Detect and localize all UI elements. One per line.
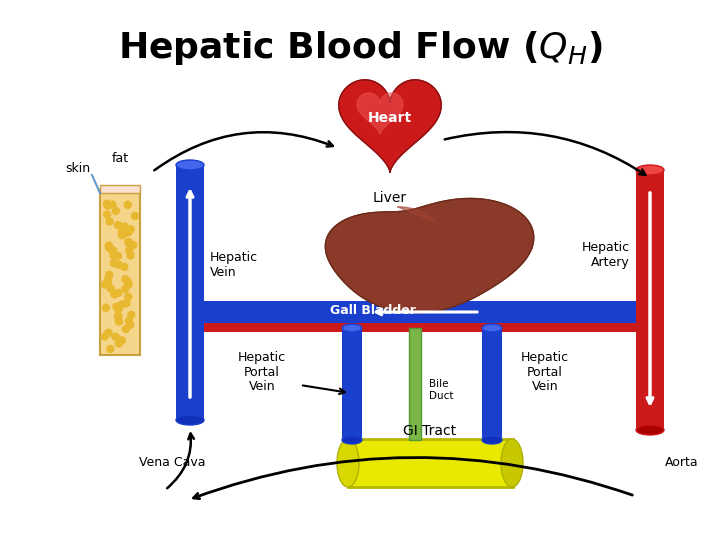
Text: Vena Cava: Vena Cava <box>139 456 205 469</box>
Circle shape <box>115 306 122 313</box>
Circle shape <box>118 229 125 236</box>
Text: Liver: Liver <box>373 191 407 205</box>
Circle shape <box>125 293 132 300</box>
Circle shape <box>122 286 129 293</box>
Circle shape <box>127 252 134 259</box>
Circle shape <box>105 242 112 249</box>
FancyBboxPatch shape <box>409 328 421 440</box>
Ellipse shape <box>482 324 502 332</box>
Circle shape <box>114 313 122 320</box>
Circle shape <box>106 218 113 225</box>
FancyBboxPatch shape <box>100 185 140 193</box>
Text: fat: fat <box>112 152 129 165</box>
FancyBboxPatch shape <box>636 170 664 430</box>
Circle shape <box>114 289 122 296</box>
Ellipse shape <box>636 425 664 435</box>
Circle shape <box>110 247 117 254</box>
FancyBboxPatch shape <box>176 165 204 420</box>
Circle shape <box>125 281 132 288</box>
Circle shape <box>110 252 117 259</box>
Polygon shape <box>325 199 534 313</box>
Circle shape <box>102 305 109 311</box>
Circle shape <box>104 279 112 286</box>
Circle shape <box>118 301 125 308</box>
Ellipse shape <box>342 436 362 444</box>
Text: GI Tract: GI Tract <box>403 424 456 438</box>
Circle shape <box>104 200 110 207</box>
Polygon shape <box>397 207 435 222</box>
Text: Hepatic
Vein: Hepatic Vein <box>210 251 258 279</box>
Circle shape <box>127 226 134 233</box>
Circle shape <box>104 211 111 218</box>
Circle shape <box>105 244 112 251</box>
Circle shape <box>119 232 125 239</box>
Circle shape <box>102 281 109 288</box>
FancyBboxPatch shape <box>482 328 502 440</box>
FancyBboxPatch shape <box>100 190 140 355</box>
FancyBboxPatch shape <box>204 314 636 332</box>
Ellipse shape <box>482 436 502 444</box>
FancyBboxPatch shape <box>204 301 636 323</box>
Circle shape <box>122 276 129 283</box>
Text: skin: skin <box>66 161 91 174</box>
Circle shape <box>124 277 130 284</box>
Circle shape <box>125 201 131 208</box>
Text: Hepatic Blood Flow ($Q_H$): Hepatic Blood Flow ($Q_H$) <box>117 29 603 67</box>
Circle shape <box>122 326 130 333</box>
Circle shape <box>128 242 135 249</box>
Circle shape <box>115 318 122 325</box>
Circle shape <box>125 239 132 246</box>
Circle shape <box>114 252 122 259</box>
Polygon shape <box>339 80 441 172</box>
Circle shape <box>115 316 122 323</box>
Ellipse shape <box>501 439 523 487</box>
Circle shape <box>125 228 132 235</box>
Circle shape <box>123 230 130 237</box>
Circle shape <box>109 201 116 208</box>
Circle shape <box>106 271 112 278</box>
Circle shape <box>126 247 132 254</box>
Circle shape <box>128 312 135 319</box>
Circle shape <box>102 333 108 340</box>
FancyBboxPatch shape <box>342 328 362 440</box>
Circle shape <box>132 213 138 220</box>
Circle shape <box>104 275 112 282</box>
Text: Hepatic
Artery: Hepatic Artery <box>582 241 630 269</box>
Circle shape <box>130 241 137 248</box>
Circle shape <box>111 291 118 298</box>
Ellipse shape <box>636 165 664 175</box>
Circle shape <box>105 329 112 336</box>
Ellipse shape <box>342 324 362 332</box>
Ellipse shape <box>337 439 359 487</box>
Circle shape <box>113 303 120 310</box>
Circle shape <box>114 221 122 228</box>
Circle shape <box>115 261 122 268</box>
Text: Heart: Heart <box>368 111 412 125</box>
Circle shape <box>127 321 133 328</box>
Circle shape <box>121 223 128 230</box>
FancyBboxPatch shape <box>348 439 513 487</box>
Text: Bile
Duct: Bile Duct <box>429 379 454 401</box>
Text: Gall Bladder: Gall Bladder <box>330 303 416 316</box>
Circle shape <box>123 300 130 307</box>
Ellipse shape <box>176 415 204 425</box>
Circle shape <box>110 260 117 267</box>
Circle shape <box>112 207 120 214</box>
Polygon shape <box>357 93 403 134</box>
Circle shape <box>107 346 114 353</box>
Circle shape <box>104 202 112 209</box>
Circle shape <box>125 239 132 246</box>
Text: Hepatic
Portal
Vein: Hepatic Portal Vein <box>521 350 569 394</box>
Text: Aorta: Aorta <box>665 456 698 469</box>
Circle shape <box>112 333 119 340</box>
Circle shape <box>121 264 128 271</box>
Circle shape <box>118 337 125 344</box>
Ellipse shape <box>176 160 204 170</box>
Circle shape <box>115 340 122 347</box>
Circle shape <box>108 246 114 253</box>
Text: Hepatic
Portal
Vein: Hepatic Portal Vein <box>238 350 286 394</box>
Circle shape <box>125 318 132 325</box>
Circle shape <box>107 285 114 292</box>
